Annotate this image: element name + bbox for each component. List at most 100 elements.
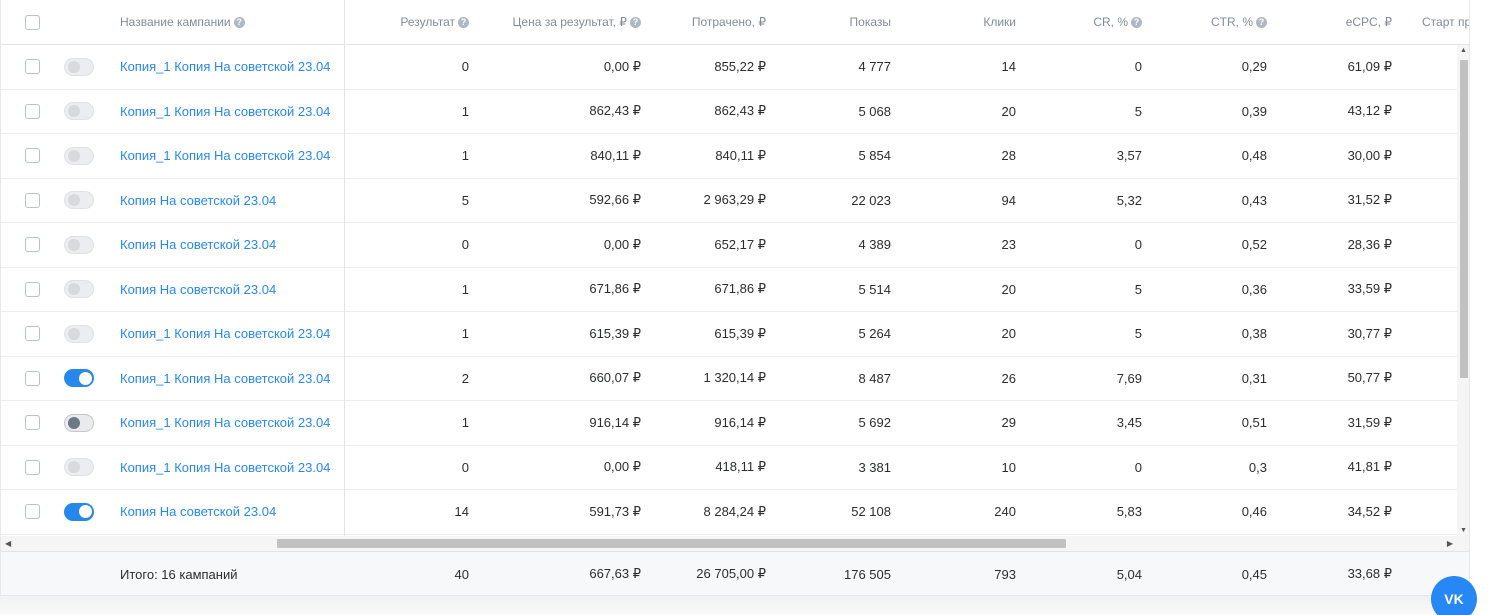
- row-toggle-cell: [64, 134, 94, 178]
- row-select-cell: [25, 312, 40, 356]
- help-icon[interactable]: ?: [233, 16, 245, 28]
- campaign-status-toggle[interactable]: [64, 235, 94, 254]
- vertical-scrollbar[interactable]: ▲ ▼: [1457, 45, 1469, 536]
- campaign-name-link[interactable]: Копия На советской 23.04: [120, 192, 277, 208]
- cell-cost-per-result: 0,00 ₽: [603, 459, 641, 475]
- cell-cost-per-result: 916,14 ₽: [589, 414, 641, 430]
- campaign-status-toggle[interactable]: [64, 458, 94, 477]
- cell-spent: 862,43 ₽: [714, 103, 766, 119]
- cell-clicks: 20: [1001, 103, 1016, 119]
- totals-row: Итого: 16 кампаний 40 667,63 ₽ 26 705,00…: [1, 551, 1469, 595]
- campaign-name-link[interactable]: Копия На советской 23.04: [120, 504, 277, 520]
- campaign-status-toggle[interactable]: [64, 369, 94, 388]
- cell-impressions: 3 381: [858, 459, 891, 475]
- table-row[interactable]: Копия_1 Копия На советской 23.04 1 862,43 …: [1, 90, 1469, 134]
- campaign-status-toggle[interactable]: [64, 102, 94, 121]
- campaign-status-toggle[interactable]: [64, 57, 94, 76]
- cell-result: 0: [461, 59, 469, 75]
- table-row[interactable]: Копия_1 Копия На советской 23.04 2 660,07 …: [1, 357, 1469, 401]
- help-icon[interactable]: ?: [458, 16, 469, 28]
- header-ecpc[interactable]: eCPC, ₽: [1281, 0, 1392, 44]
- campaign-status-toggle[interactable]: [64, 191, 94, 210]
- cell-impressions: 5 692: [858, 415, 891, 431]
- header-start[interactable]: Старт пр: [1422, 0, 1469, 44]
- cell-spent: 418,11 ₽: [715, 459, 766, 475]
- row-checkbox[interactable]: [25, 148, 40, 164]
- campaign-name-link[interactable]: Копия_1 Копия На советской 23.04: [120, 370, 331, 386]
- campaign-name-link[interactable]: Копия_1 Копия На советской 23.04: [120, 59, 331, 75]
- campaign-name-link[interactable]: Копия_1 Копия На советской 23.04: [120, 459, 331, 475]
- header-clicks-label: Клики: [983, 15, 1016, 29]
- cell-ecpc: 61,09 ₽: [1347, 58, 1392, 74]
- row-checkbox[interactable]: [25, 326, 40, 342]
- header-cr[interactable]: CR, % ?: [1031, 0, 1142, 44]
- campaign-name-link[interactable]: Копия На советской 23.04: [120, 281, 277, 297]
- help-icon[interactable]: ?: [1131, 16, 1142, 28]
- table-row[interactable]: Копия_1 Копия На советской 23.04 1 916,14 …: [1, 401, 1469, 446]
- campaign-status-toggle[interactable]: [64, 324, 94, 343]
- header-ctr[interactable]: CTR, % ?: [1156, 0, 1267, 44]
- table-row[interactable]: Копия_1 Копия На советской 23.04 1 840,11 …: [1, 134, 1469, 179]
- cell-result: 0: [461, 459, 469, 475]
- scroll-right-icon[interactable]: ▶: [1446, 539, 1453, 548]
- row-toggle-cell: [64, 45, 94, 89]
- vk-chat-button[interactable]: VK: [1431, 576, 1477, 615]
- row-checkbox[interactable]: [25, 59, 40, 75]
- header-clicks[interactable]: Клики: [906, 0, 1016, 44]
- select-all-checkbox[interactable]: [25, 14, 40, 30]
- campaign-name-link[interactable]: Копия_1 Копия На советской 23.04: [120, 103, 331, 119]
- scroll-left-icon[interactable]: ◀: [5, 539, 12, 548]
- header-spent-label: Потрачено, ₽: [691, 15, 766, 29]
- cell-impressions: 5 264: [858, 326, 891, 342]
- header-name[interactable]: Название кампании ?: [120, 0, 245, 44]
- campaign-status-toggle[interactable]: [64, 146, 94, 165]
- cell-spent: 671,86 ₽: [714, 281, 766, 297]
- table-row[interactable]: Копия_1 Копия На советской 23.04 1 615,39 …: [1, 312, 1469, 357]
- total-clicks: 793: [994, 566, 1016, 582]
- header-result[interactable]: Результат ?: [361, 0, 469, 44]
- table-row[interactable]: Копия_1 Копия На советской 23.04 0 0,00 ₽ 4…: [1, 446, 1469, 490]
- cell-cost-per-result: 671,86 ₽: [589, 281, 641, 297]
- scroll-up-icon[interactable]: ▲: [1460, 47, 1467, 54]
- vertical-scroll-thumb[interactable]: [1460, 60, 1468, 378]
- campaign-name-link[interactable]: Копия_1 Копия На советской 23.04: [120, 148, 331, 164]
- cell-ctr: 0,46: [1241, 504, 1267, 520]
- campaign-name-link[interactable]: Копия_1 Копия На советской 23.04: [120, 326, 331, 342]
- row-checkbox[interactable]: [25, 415, 40, 431]
- cell-clicks: 10: [1001, 459, 1016, 475]
- table-row[interactable]: Копия На советской 23.04 14 591,73 ₽ 8 284,…: [1, 490, 1469, 535]
- row-checkbox[interactable]: [25, 459, 40, 475]
- cell-cr: 7,69: [1116, 370, 1142, 386]
- cell-clicks: 14: [1001, 59, 1016, 75]
- cell-ecpc: 31,59 ₽: [1347, 414, 1392, 430]
- vk-logo-icon: VK: [1444, 591, 1464, 607]
- help-icon[interactable]: ?: [1256, 16, 1267, 28]
- row-checkbox[interactable]: [25, 504, 40, 520]
- horizontal-scrollbar[interactable]: ◀ ▶: [1, 536, 1469, 551]
- campaign-name-link[interactable]: Копия На советской 23.04: [120, 237, 277, 253]
- row-checkbox[interactable]: [25, 192, 40, 208]
- help-icon[interactable]: ?: [630, 16, 641, 28]
- row-checkbox[interactable]: [25, 103, 40, 119]
- scroll-down-icon[interactable]: ▼: [1460, 527, 1467, 534]
- row-checkbox[interactable]: [25, 281, 40, 297]
- campaign-status-toggle[interactable]: [64, 280, 94, 299]
- cell-ctr: 0,38: [1241, 326, 1267, 342]
- cell-impressions: 8 487: [858, 370, 891, 386]
- row-checkbox[interactable]: [25, 370, 40, 386]
- horizontal-scroll-thumb[interactable]: [277, 539, 1066, 548]
- table-row[interactable]: Копия На советской 23.04 0 0,00 ₽ 652,17 ₽ 4…: [1, 223, 1469, 268]
- total-cr: 5,04: [1116, 566, 1142, 582]
- campaign-name-link[interactable]: Копия_1 Копия На советской 23.04: [120, 415, 331, 431]
- table-row[interactable]: Копия На советской 23.04 1 671,86 ₽ 671,86 …: [1, 268, 1469, 312]
- row-select-cell: [25, 90, 40, 134]
- header-spent[interactable]: Потрачено, ₽: [651, 0, 766, 44]
- header-cost-per-result[interactable]: Цена за результат, ₽ ?: [481, 0, 641, 44]
- table-row[interactable]: Копия На советской 23.04 5 592,66 ₽ 2 963,2…: [1, 179, 1469, 223]
- row-checkbox[interactable]: [25, 237, 40, 253]
- page-bottom-edge: [0, 596, 1470, 615]
- campaign-status-toggle[interactable]: [64, 413, 94, 432]
- header-impressions[interactable]: Показы: [781, 0, 891, 44]
- table-row[interactable]: Копия_1 Копия На советской 23.04 0 0,00 ₽ 8…: [1, 45, 1469, 90]
- campaign-status-toggle[interactable]: [64, 502, 94, 521]
